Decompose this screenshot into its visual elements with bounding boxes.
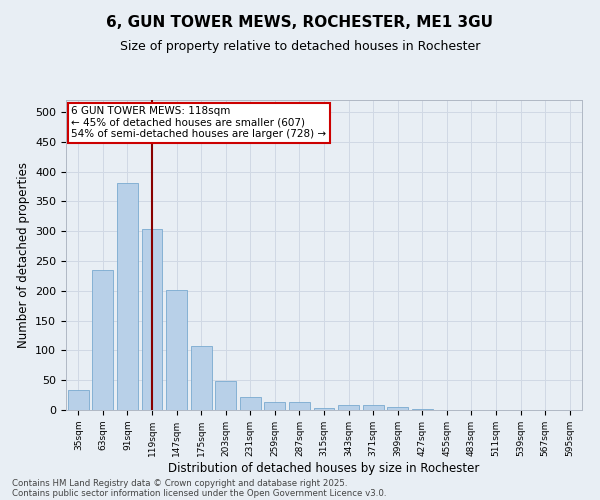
Bar xyxy=(362,404,383,410)
Text: Contains public sector information licensed under the Open Government Licence v3: Contains public sector information licen… xyxy=(12,488,386,498)
Bar xyxy=(240,397,261,410)
Bar xyxy=(338,404,359,410)
Text: 6, GUN TOWER MEWS, ROCHESTER, ME1 3GU: 6, GUN TOWER MEWS, ROCHESTER, ME1 3GU xyxy=(107,15,493,30)
Text: Contains HM Land Registry data © Crown copyright and database right 2025.: Contains HM Land Registry data © Crown c… xyxy=(12,478,347,488)
Bar xyxy=(289,402,310,410)
Text: 6 GUN TOWER MEWS: 118sqm
← 45% of detached houses are smaller (607)
54% of semi-: 6 GUN TOWER MEWS: 118sqm ← 45% of detach… xyxy=(71,106,326,140)
Bar xyxy=(265,402,286,410)
Bar xyxy=(166,290,187,410)
Bar xyxy=(215,381,236,410)
Bar xyxy=(314,408,334,410)
Bar xyxy=(68,390,89,410)
Bar xyxy=(117,184,138,410)
Bar xyxy=(92,270,113,410)
Bar xyxy=(142,230,163,410)
Y-axis label: Number of detached properties: Number of detached properties xyxy=(17,162,29,348)
Text: Size of property relative to detached houses in Rochester: Size of property relative to detached ho… xyxy=(120,40,480,53)
X-axis label: Distribution of detached houses by size in Rochester: Distribution of detached houses by size … xyxy=(169,462,479,474)
Bar xyxy=(387,407,408,410)
Bar xyxy=(191,346,212,410)
